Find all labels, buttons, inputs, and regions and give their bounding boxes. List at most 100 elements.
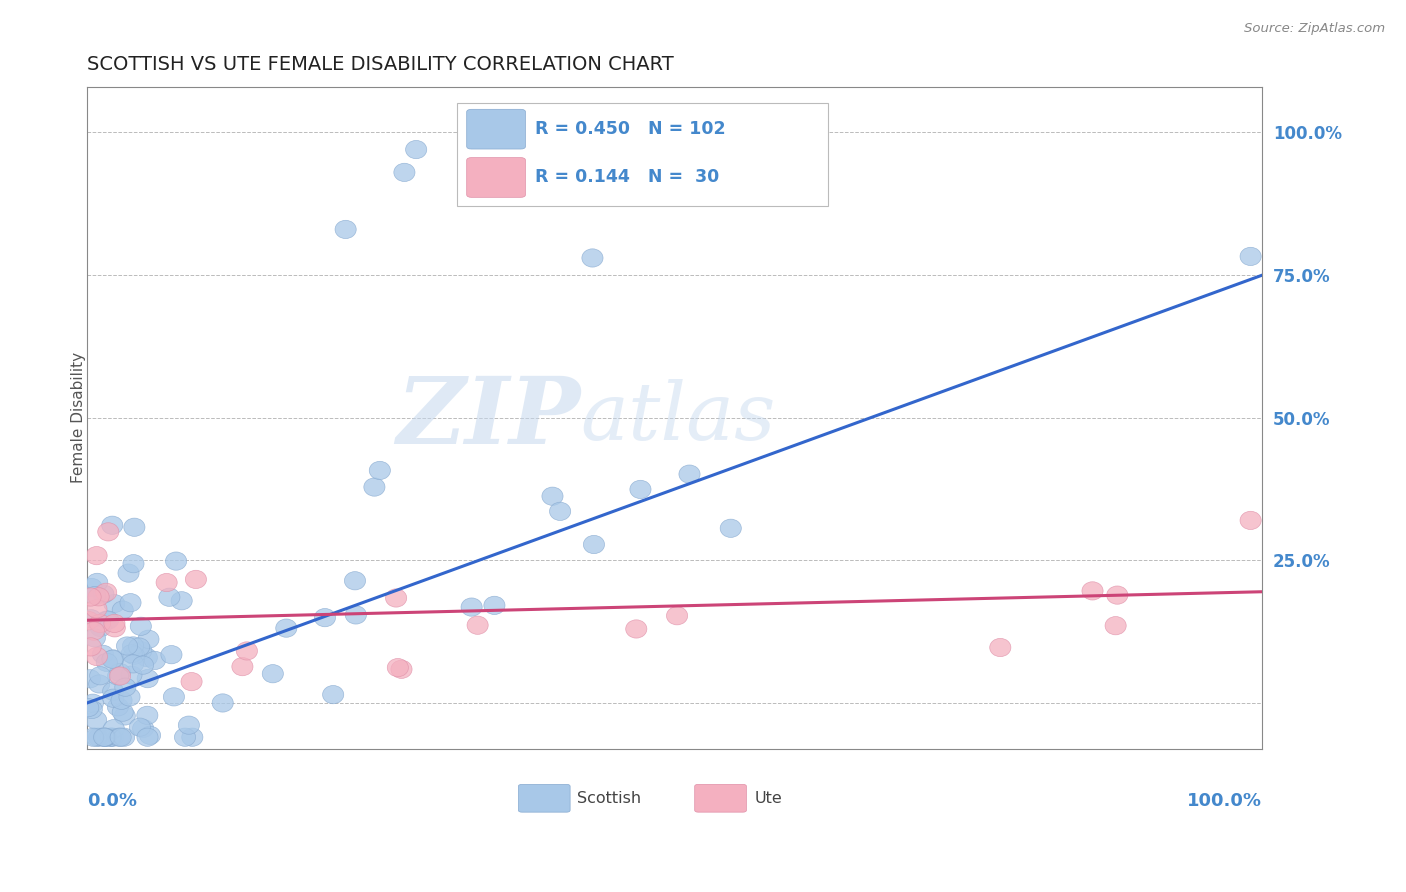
Ellipse shape [77, 611, 98, 630]
Ellipse shape [174, 728, 195, 747]
Ellipse shape [172, 591, 193, 610]
Ellipse shape [166, 552, 187, 570]
Ellipse shape [108, 728, 129, 747]
Ellipse shape [80, 588, 101, 607]
Ellipse shape [94, 728, 115, 747]
Text: 0.0%: 0.0% [87, 791, 136, 810]
Ellipse shape [160, 646, 181, 664]
Ellipse shape [370, 461, 391, 480]
Ellipse shape [115, 678, 136, 697]
Ellipse shape [179, 716, 200, 734]
Ellipse shape [101, 516, 122, 534]
Ellipse shape [387, 658, 408, 677]
Ellipse shape [121, 645, 142, 663]
Ellipse shape [163, 688, 184, 706]
Ellipse shape [626, 620, 647, 638]
Ellipse shape [1107, 586, 1128, 604]
Ellipse shape [122, 555, 143, 573]
Ellipse shape [346, 606, 367, 624]
Ellipse shape [138, 630, 159, 648]
Ellipse shape [405, 140, 427, 159]
Ellipse shape [467, 616, 488, 634]
Ellipse shape [132, 656, 153, 674]
Ellipse shape [94, 728, 115, 747]
Ellipse shape [181, 728, 202, 747]
FancyBboxPatch shape [695, 784, 747, 812]
Ellipse shape [464, 140, 485, 159]
Ellipse shape [101, 650, 122, 668]
Ellipse shape [86, 599, 107, 618]
Ellipse shape [90, 618, 111, 637]
Ellipse shape [666, 607, 688, 625]
Ellipse shape [112, 601, 134, 619]
Ellipse shape [129, 718, 150, 736]
Ellipse shape [583, 535, 605, 554]
Ellipse shape [112, 703, 134, 722]
Ellipse shape [679, 465, 700, 483]
Ellipse shape [136, 706, 157, 724]
Ellipse shape [110, 667, 131, 685]
Ellipse shape [263, 665, 284, 683]
Ellipse shape [100, 728, 121, 747]
FancyBboxPatch shape [519, 784, 569, 812]
Ellipse shape [82, 700, 103, 719]
Ellipse shape [139, 726, 160, 745]
FancyBboxPatch shape [467, 158, 526, 197]
Text: 100.0%: 100.0% [1188, 791, 1263, 810]
Ellipse shape [364, 478, 385, 496]
Ellipse shape [93, 645, 114, 664]
Text: Scottish: Scottish [578, 791, 641, 805]
Ellipse shape [96, 653, 117, 672]
FancyBboxPatch shape [457, 103, 828, 206]
Ellipse shape [89, 588, 110, 606]
Text: Ute: Ute [755, 791, 782, 805]
Ellipse shape [1105, 616, 1126, 635]
Ellipse shape [335, 220, 356, 238]
Ellipse shape [104, 594, 125, 613]
Ellipse shape [104, 619, 125, 637]
Ellipse shape [86, 648, 107, 665]
Ellipse shape [80, 609, 101, 628]
Ellipse shape [1240, 247, 1261, 266]
Ellipse shape [124, 646, 145, 665]
Ellipse shape [122, 637, 143, 655]
Ellipse shape [114, 706, 135, 725]
Ellipse shape [103, 720, 124, 738]
Ellipse shape [385, 589, 406, 607]
Text: SCOTTISH VS UTE FEMALE DISABILITY CORRELATION CHART: SCOTTISH VS UTE FEMALE DISABILITY CORREL… [87, 55, 673, 74]
Text: ZIP: ZIP [396, 373, 581, 463]
Ellipse shape [1083, 582, 1104, 600]
Ellipse shape [122, 655, 143, 673]
Ellipse shape [111, 691, 132, 709]
Ellipse shape [322, 686, 343, 704]
Ellipse shape [128, 638, 149, 657]
Ellipse shape [80, 638, 101, 656]
Ellipse shape [97, 611, 118, 629]
Ellipse shape [1240, 511, 1261, 530]
Ellipse shape [93, 585, 114, 603]
Ellipse shape [186, 570, 207, 589]
Ellipse shape [236, 642, 257, 660]
Ellipse shape [90, 615, 111, 632]
FancyBboxPatch shape [467, 110, 526, 149]
Ellipse shape [94, 728, 115, 747]
Ellipse shape [582, 249, 603, 267]
Ellipse shape [212, 694, 233, 712]
Ellipse shape [120, 688, 141, 706]
Ellipse shape [107, 667, 129, 685]
Ellipse shape [104, 615, 125, 632]
Ellipse shape [138, 670, 159, 688]
Ellipse shape [720, 519, 741, 537]
Ellipse shape [97, 523, 120, 541]
Ellipse shape [79, 670, 101, 688]
Ellipse shape [117, 637, 138, 655]
Ellipse shape [276, 619, 297, 637]
Ellipse shape [315, 608, 336, 627]
Ellipse shape [131, 641, 152, 660]
Ellipse shape [83, 694, 104, 713]
Ellipse shape [132, 719, 153, 738]
Ellipse shape [118, 564, 139, 582]
Ellipse shape [84, 629, 105, 647]
Ellipse shape [181, 673, 202, 690]
Ellipse shape [110, 728, 131, 747]
